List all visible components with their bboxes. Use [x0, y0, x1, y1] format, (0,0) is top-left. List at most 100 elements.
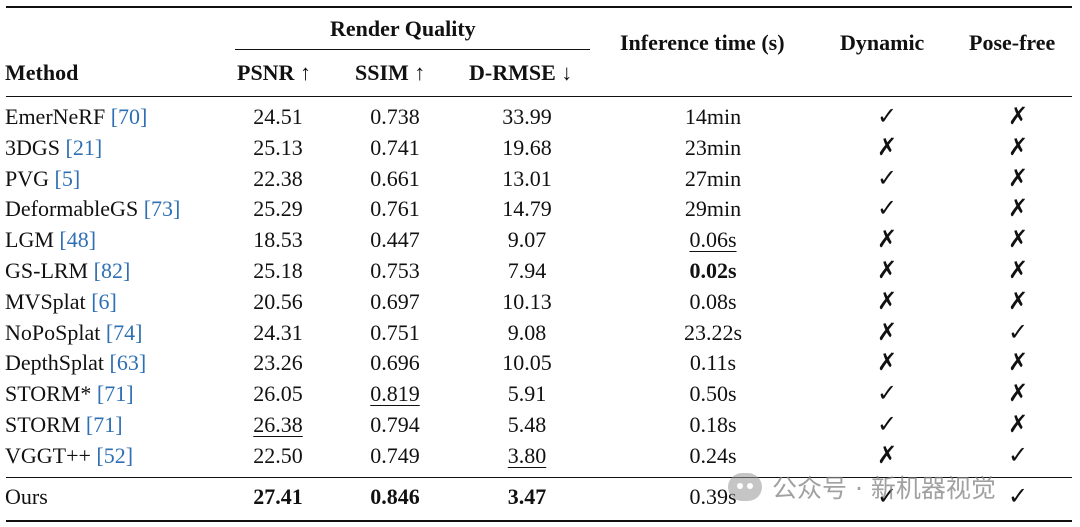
ssim-cell: 0.738	[370, 104, 420, 129]
dynamic-check-icon: ✓	[876, 163, 898, 192]
dynamic-cross-icon: ✗	[876, 317, 898, 346]
citation-link[interactable]: [71]	[85, 412, 123, 437]
citation-link[interactable]: [82]	[93, 258, 131, 283]
citation-link[interactable]: [71]	[96, 381, 134, 407]
psnr-cell: 25.13	[253, 134, 303, 160]
method-name: LGM	[5, 227, 54, 253]
method-name-cell: DeformableGS [73]	[5, 196, 180, 222]
time-cell: 0.02s	[689, 258, 737, 283]
ssim-cell: 0.696	[370, 350, 420, 376]
psnr-cell: 23.26	[253, 350, 303, 376]
pose-free-cross-icon: ✗	[1007, 256, 1029, 284]
header-render-quality: Render Quality	[330, 16, 476, 41]
pose-free-check-icon: ✓	[1007, 482, 1029, 510]
watermark-text: 公众号 · 新机器视觉	[772, 474, 996, 503]
citation-link[interactable]: [21]	[65, 134, 103, 160]
psnr-cell: 22.50	[253, 442, 303, 468]
pose-free-cross-icon: ✗	[1007, 194, 1029, 223]
time-cell: 0.50s	[689, 381, 737, 407]
header-dynamic: Dynamic	[840, 30, 925, 55]
pose-free-check-icon: ✓	[1007, 317, 1029, 346]
method-name-cell: GS-LRM [82]	[5, 258, 130, 284]
method-name: VGGT++	[5, 442, 91, 468]
render-quality-rule	[235, 49, 590, 50]
psnr-cell: 20.56	[253, 288, 303, 314]
citation-link[interactable]: [48]	[59, 227, 97, 253]
method-name: 3DGS	[5, 134, 61, 160]
ssim-cell: 0.661	[370, 165, 420, 191]
citation-link[interactable]: [73]	[143, 196, 181, 222]
header-inference-time: Inference time (s)	[620, 30, 785, 55]
bottom-rule	[6, 520, 1072, 522]
ssim-cell: 0.794	[370, 412, 420, 437]
drmse-cell: 5.48	[507, 412, 547, 437]
method-name: GS-LRM	[5, 258, 89, 283]
citation-link[interactable]: [63]	[109, 350, 147, 376]
method-name-cell: DepthSplat [63]	[5, 350, 146, 376]
time-cell: 0.08s	[689, 288, 737, 314]
pose-free-cross-icon: ✗	[1007, 225, 1029, 254]
pose-free-check-icon: ✓	[1007, 440, 1029, 469]
method-name: DepthSplat	[5, 350, 104, 376]
citation-link[interactable]: [52]	[96, 442, 134, 468]
method-name-cell: NoPoSplat [74]	[5, 320, 143, 346]
watermark: 公众号 · 新机器视觉	[728, 470, 996, 504]
method-name: MVSplat	[5, 288, 86, 314]
citation-link[interactable]: [5]	[54, 165, 81, 191]
method-name-cell: EmerNeRF [70]	[5, 104, 147, 130]
psnr-cell: 18.53	[253, 227, 303, 253]
time-cell: 23.22s	[683, 319, 743, 345]
dynamic-check-icon: ✓	[876, 102, 898, 130]
header-rule	[6, 96, 1072, 97]
method-name: STORM	[5, 412, 81, 437]
drmse-cell: 3.80	[507, 442, 547, 468]
ssim-cell: 0.753	[370, 258, 420, 283]
citation-link[interactable]: [6]	[91, 288, 117, 314]
psnr-cell: 22.38	[253, 165, 303, 191]
pose-free-cross-icon: ✗	[1007, 410, 1029, 438]
time-cell: 0.11s	[689, 350, 737, 376]
ssim-cell: 0.751	[370, 319, 420, 345]
ssim-cell: 0.741	[370, 134, 420, 160]
ssim-cell: 0.846	[370, 484, 420, 509]
citation-link[interactable]: [74]	[105, 319, 143, 345]
header-ssim: SSIM ↑	[355, 60, 426, 85]
pose-free-cross-icon: ✗	[1007, 286, 1029, 315]
method-name-cell: MVSplat [6]	[5, 289, 117, 315]
header-psnr: PSNR ↑	[237, 60, 311, 85]
drmse-cell: 5.91	[507, 381, 547, 407]
drmse-cell: 9.08	[507, 319, 547, 345]
time-cell: 0.18s	[689, 412, 737, 437]
pose-free-cross-icon: ✗	[1007, 132, 1029, 161]
psnr-cell: 24.31	[253, 319, 303, 345]
psnr-cell: 26.38	[253, 412, 303, 437]
method-name: NoPoSplat	[5, 319, 101, 345]
drmse-cell: 14.79	[502, 196, 552, 222]
method-name-cell: PVG [5]	[5, 166, 80, 192]
method-name: STORM*	[5, 381, 92, 407]
dynamic-check-icon: ✓	[876, 379, 898, 408]
drmse-cell: 9.07	[507, 227, 547, 253]
ssim-cell: 0.749	[370, 442, 420, 468]
header-drmse: D-RMSE ↓	[469, 60, 573, 85]
dynamic-check-icon: ✓	[876, 482, 898, 510]
drmse-cell: 13.01	[502, 165, 552, 191]
method-name: DeformableGS	[5, 196, 139, 222]
ssim-cell: 0.819	[370, 381, 420, 407]
citation-link[interactable]: [70]	[110, 104, 148, 129]
time-cell: 29min	[684, 196, 742, 222]
ssim-cell: 0.761	[370, 196, 420, 222]
method-name: Ours	[5, 484, 48, 509]
dynamic-check-icon: ✓	[876, 410, 898, 438]
header-pose-free: Pose-free	[969, 30, 1056, 55]
time-cell: 14min	[684, 104, 742, 129]
drmse-cell: 10.05	[502, 350, 552, 376]
dynamic-cross-icon: ✗	[876, 440, 898, 469]
method-name-cell: STORM [71]	[5, 412, 123, 438]
method-name-cell: 3DGS [21]	[5, 135, 102, 161]
drmse-cell: 19.68	[502, 134, 552, 160]
time-cell: 0.24s	[689, 442, 737, 468]
ssim-cell: 0.697	[370, 288, 420, 314]
psnr-cell: 25.18	[253, 258, 303, 283]
dynamic-check-icon: ✓	[876, 194, 898, 223]
